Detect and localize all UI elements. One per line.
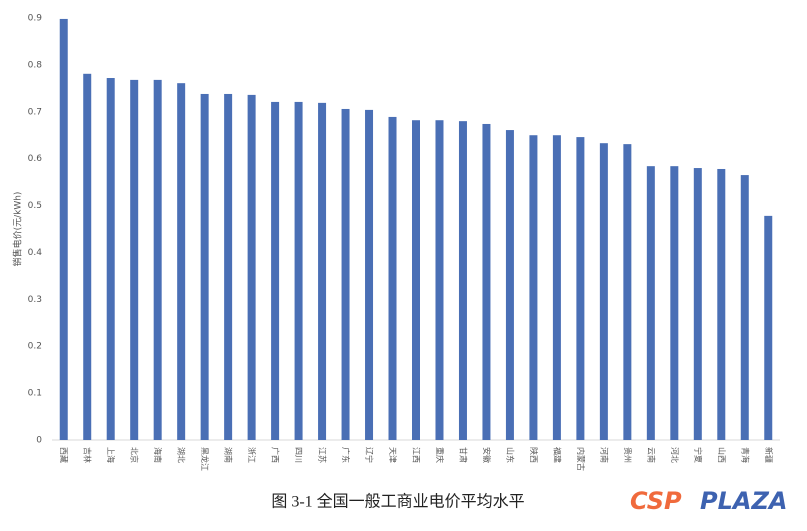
bar xyxy=(623,144,632,440)
bar xyxy=(271,101,280,440)
x-tick-label: 山东 xyxy=(505,447,515,463)
x-tick-label: 陕西 xyxy=(529,447,539,463)
x-tick-label: 青海 xyxy=(740,447,750,463)
x-tick-label: 重庆 xyxy=(435,447,445,463)
bar xyxy=(717,168,726,440)
x-tick-label: 江苏 xyxy=(318,447,328,463)
bar xyxy=(83,73,92,440)
x-tick-label: 海南 xyxy=(153,447,163,463)
y-tick-label: 0.2 xyxy=(28,342,42,352)
bar xyxy=(106,78,115,441)
bar xyxy=(693,168,702,441)
bar xyxy=(294,101,303,440)
x-tick-label: 黑龙江 xyxy=(200,447,210,471)
x-tick-label: 新疆 xyxy=(764,447,774,463)
bar xyxy=(646,166,655,440)
x-tick-label: 山西 xyxy=(717,447,727,463)
y-tick-label: 0 xyxy=(36,436,42,446)
bar xyxy=(576,137,585,440)
x-tick-label: 吉林 xyxy=(83,447,93,463)
x-tick-label: 天津 xyxy=(388,447,398,463)
x-tick-label: 辽宁 xyxy=(365,447,375,463)
bar xyxy=(224,93,233,441)
bar xyxy=(247,94,256,441)
x-tick-label: 云南 xyxy=(646,447,656,463)
bar xyxy=(177,83,186,441)
bar xyxy=(552,135,561,440)
bar xyxy=(740,175,749,441)
x-tick-label: 湖北 xyxy=(177,447,186,463)
x-tick-label: 北京 xyxy=(130,447,140,463)
x-tick-label: 河南 xyxy=(599,447,609,463)
x-tick-label: 四川 xyxy=(294,447,303,463)
bar xyxy=(388,116,397,441)
y-tick-label: 0.6 xyxy=(28,154,43,164)
y-tick-label: 0.4 xyxy=(28,248,43,258)
bar xyxy=(764,215,773,440)
bar xyxy=(318,102,327,440)
bar xyxy=(200,93,209,441)
bar xyxy=(59,18,68,441)
x-tick-label: 上海 xyxy=(106,447,116,463)
bar xyxy=(670,166,679,440)
x-tick-label: 广西 xyxy=(271,447,281,463)
x-tick-label: 内蒙古 xyxy=(576,447,586,471)
x-tick-label: 贵州 xyxy=(623,447,633,463)
x-tick-label: 甘肃 xyxy=(458,447,468,463)
x-tick-label: 福建 xyxy=(552,447,562,463)
bar xyxy=(435,120,444,441)
y-axis-label: 销售电价(元/kWh) xyxy=(12,192,24,267)
bar xyxy=(341,108,350,440)
y-tick-label: 0.5 xyxy=(28,201,42,211)
bar xyxy=(153,79,162,440)
x-tick-label: 宁夏 xyxy=(693,447,703,463)
bar xyxy=(458,121,467,441)
watermark-right: PLAZA xyxy=(700,487,787,515)
y-tick-label: 0.7 xyxy=(28,107,42,117)
bar xyxy=(365,109,374,440)
x-tick-label: 广东 xyxy=(341,447,351,463)
y-tick-label: 0.9 xyxy=(28,14,43,24)
bar xyxy=(412,120,420,441)
x-tick-label: 河北 xyxy=(670,447,680,463)
y-tick-label: 0.8 xyxy=(28,60,43,70)
bar xyxy=(529,135,538,440)
x-tick-label: 西藏 xyxy=(59,447,69,463)
watermark-left: CSP xyxy=(630,487,682,515)
chart-caption: 图 3-1 全国一般工商业电价平均水平 xyxy=(271,493,524,511)
bar xyxy=(130,79,139,440)
bar xyxy=(599,143,608,440)
bar xyxy=(482,123,491,441)
y-tick-label: 0.1 xyxy=(28,389,42,399)
x-tick-label: 湖南 xyxy=(224,447,234,463)
x-tick-label: 浙江 xyxy=(247,447,257,463)
x-tick-label: 安徽 xyxy=(482,447,492,463)
x-tick-label: 江西 xyxy=(412,447,421,463)
bar xyxy=(505,130,514,440)
y-tick-label: 0.3 xyxy=(28,295,42,305)
